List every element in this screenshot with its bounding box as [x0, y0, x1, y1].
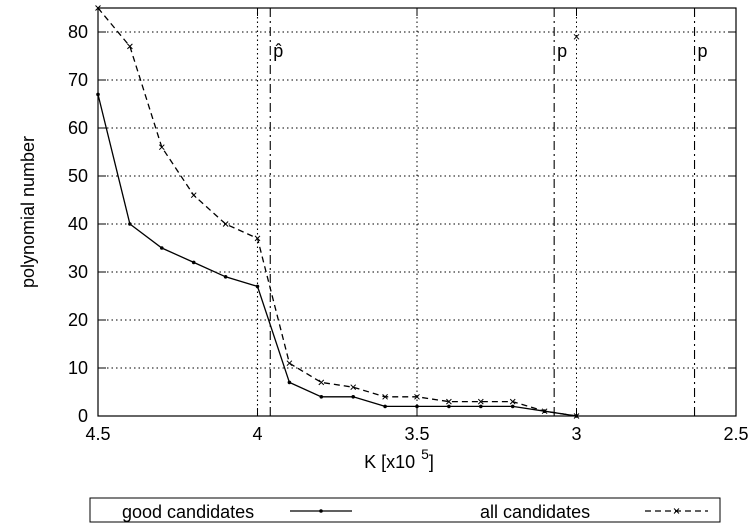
x-tick-label: 3.5 [404, 424, 429, 444]
marker-stroke [350, 384, 357, 391]
y-tick-label: 60 [68, 118, 88, 138]
data-point-all-candidates [318, 379, 325, 386]
ticks: 0 10 20 30 40 50 60 70 80 4.5 4 3.5 3 2.5 [68, 8, 749, 444]
marker-stroke [446, 398, 452, 405]
reference-line-label: p [557, 41, 567, 61]
legend-marker [673, 508, 680, 514]
marker-stroke [414, 393, 420, 400]
x-tick-label: 4.5 [85, 424, 110, 444]
data-point-good-candidates [383, 404, 387, 409]
legend-marker [319, 509, 323, 513]
data-point-all-candidates [286, 360, 293, 367]
data-point-all-candidates [127, 43, 133, 50]
data-point-all-candidates [414, 393, 420, 400]
grid [98, 8, 736, 416]
y-tick-label: 70 [68, 70, 88, 90]
data-point-good-candidates [351, 395, 356, 399]
legend-swatch-good-candidates [290, 509, 352, 513]
data-point-all-candidates [350, 384, 357, 391]
data-point-all-candidates [382, 393, 388, 400]
reference-line-label: p [698, 41, 708, 61]
marker-stroke [573, 33, 580, 40]
reference-line-label: p̂ [273, 41, 283, 61]
x-axis-title: K [x10 5] [364, 446, 434, 472]
legend-label-all-candidates: all candidates [480, 502, 590, 522]
marker-stroke [254, 235, 261, 242]
x-tick-label: 4 [252, 424, 262, 444]
data-point-good-candidates [479, 404, 483, 409]
marker-stroke [509, 398, 516, 405]
series-layer [95, 5, 580, 419]
data-point-good-candidates [128, 222, 132, 226]
y-tick-label: 50 [68, 166, 88, 186]
marker-stroke [318, 379, 325, 386]
y-tick-label: 20 [68, 310, 88, 330]
legend-label-good-candidates: good candidates [122, 502, 254, 522]
data-point-all-candidates [477, 398, 484, 405]
data-point-all-candidates [254, 235, 261, 242]
x-axis-title-text: K [x10 [364, 452, 415, 472]
data-point-extra [573, 33, 580, 40]
reference-lines: p̂ p p [256, 8, 708, 416]
x-axis-title-exponent: 5 [421, 446, 429, 462]
y-tick-label: 10 [68, 358, 88, 378]
marker-stroke [477, 398, 484, 405]
data-point-good-candidates [415, 404, 419, 409]
marker-stroke [541, 408, 548, 415]
marker-stroke [286, 360, 293, 367]
data-point-good-candidates [319, 395, 324, 399]
data-point-all-candidates [190, 192, 197, 199]
data-point-good-candidates [447, 404, 451, 409]
y-tick-label: 0 [78, 406, 88, 426]
marker-stroke [158, 144, 165, 151]
series-line-all-candidates [97, 7, 577, 417]
data-point-all-candidates [541, 408, 548, 415]
marker-stroke [673, 508, 680, 514]
data-point-good-candidates [255, 284, 260, 289]
data-point-all-candidates [222, 221, 229, 227]
legend: good candidates all candidates [89, 497, 721, 523]
legend-swatch-all-candidates [645, 508, 708, 514]
x-tick-label: 2.5 [723, 424, 748, 444]
legend-box [89, 497, 721, 523]
x-axis-title-close: ] [429, 452, 434, 472]
marker-stroke [222, 221, 229, 227]
data-point-all-candidates [509, 398, 516, 405]
data-point-good-candidates [287, 380, 292, 385]
y-tick-label: 30 [68, 262, 88, 282]
marker-stroke [190, 192, 197, 199]
data-point-good-candidates [191, 260, 196, 265]
marker-stroke [127, 43, 133, 50]
data-point-all-candidates [446, 398, 452, 405]
data-point-all-candidates [158, 144, 165, 151]
series-line-good-candidates [97, 94, 577, 417]
marker-stroke [382, 393, 388, 400]
data-point-good-candidates [510, 404, 515, 409]
x-tick-label: 3 [571, 424, 581, 444]
y-tick-label: 40 [68, 214, 88, 234]
data-point-good-candidates [223, 275, 228, 279]
y-tick-label: 80 [68, 22, 88, 42]
data-point-good-candidates [160, 246, 164, 250]
y-axis-title: polynomial number [18, 136, 38, 288]
